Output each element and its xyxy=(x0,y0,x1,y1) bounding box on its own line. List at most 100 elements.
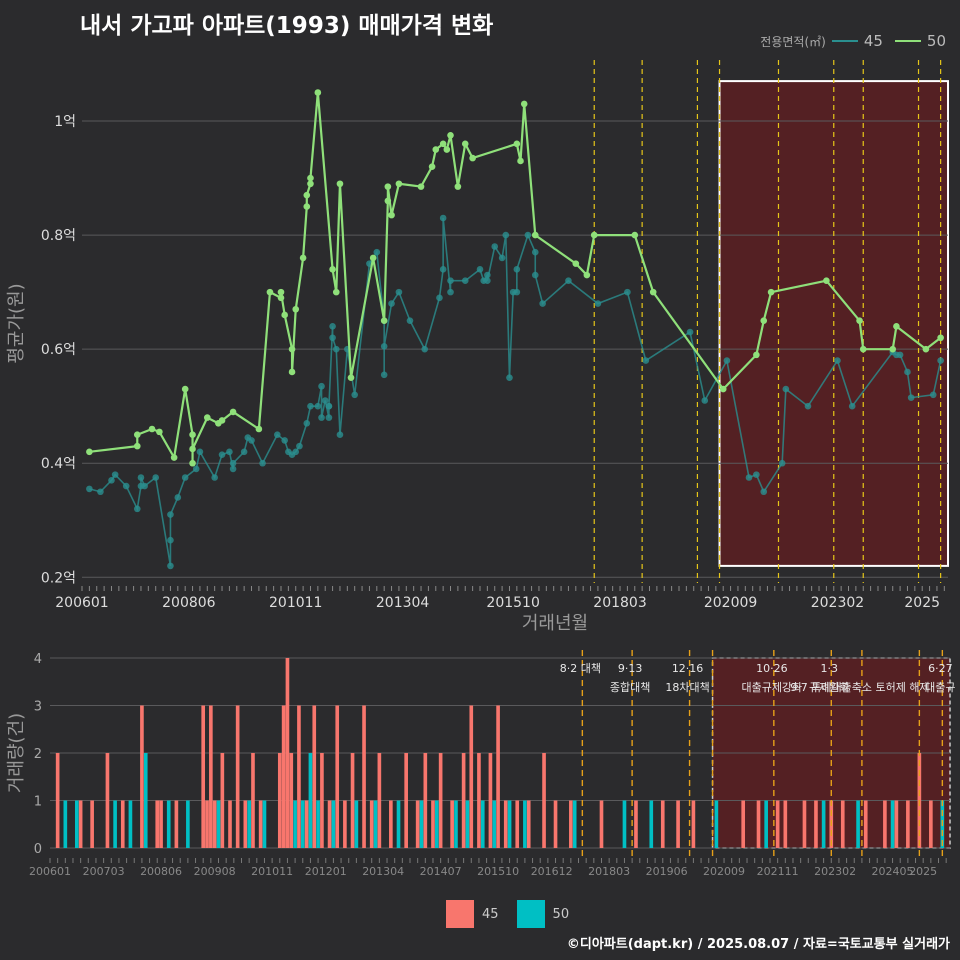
volume-bar-45 xyxy=(155,800,160,848)
volume-bar-50 xyxy=(373,800,378,848)
y-tick-label: 0.4억 xyxy=(41,456,76,472)
x-tick-label-bottom: 201803 xyxy=(588,865,630,878)
data-point-45 xyxy=(351,391,358,399)
footer-credit: ©디아파트(dapt.kr) / 2025.08.07 / 자료=국토교통부 실… xyxy=(566,937,950,952)
data-point-45 xyxy=(439,214,447,222)
volume-bar-45 xyxy=(906,800,910,848)
data-point-45 xyxy=(196,448,204,456)
data-point-50 xyxy=(189,445,196,453)
data-point-50 xyxy=(856,317,863,324)
bottom-legend-label-45: 45 xyxy=(482,906,499,922)
volume-bar-45 xyxy=(209,705,213,848)
data-point-45 xyxy=(513,288,521,296)
data-point-50 xyxy=(767,288,775,296)
x-tick-label-bottom: 201407 xyxy=(420,865,462,878)
data-point-45 xyxy=(211,474,218,481)
data-point-50 xyxy=(823,277,830,285)
data-point-50 xyxy=(417,183,425,190)
legend-swatch-45 xyxy=(831,40,858,42)
volume-bar-45 xyxy=(929,800,933,848)
data-point-45 xyxy=(896,351,904,359)
y-axis-title: 평균가(원) xyxy=(6,283,27,363)
x-axis-title: 거래년월 xyxy=(522,613,588,634)
data-point-50 xyxy=(384,197,392,205)
top-legend: 전용면적(㎡) 45 50 xyxy=(760,32,952,50)
bottom-legend-label-50: 50 xyxy=(552,906,570,922)
volume-bar-45 xyxy=(741,800,746,848)
volume-bar-50 xyxy=(143,753,148,848)
y-tick-label-bottom: 3 xyxy=(34,700,42,715)
legend-title: 전용면적(㎡) xyxy=(760,34,826,49)
volume-bar-45 xyxy=(553,800,558,848)
price-chart: 0.2억 0.4억 0.6억 0.8억 1억 200601 200806 201011 2013… xyxy=(6,60,949,634)
volume-bar-45 xyxy=(159,800,163,848)
policy-sublabel: 대출규제강화 xyxy=(741,681,802,694)
data-point-50 xyxy=(86,448,93,456)
y-tick-label-bottom: 2 xyxy=(34,747,42,762)
volume-bar-45 xyxy=(526,800,531,848)
policy-sublabel: 9·7 특례대출축소 토허제 해제 xyxy=(790,680,929,694)
volume-bar-45 xyxy=(756,800,761,848)
x-tick-label: 200806 xyxy=(162,595,216,611)
bottom-legend-swatch-45 xyxy=(446,900,474,928)
data-point-45 xyxy=(848,402,856,410)
volume-bar-45 xyxy=(569,800,573,848)
x-tick-label-bottom: 201510 xyxy=(477,865,519,878)
data-point-50 xyxy=(380,317,388,324)
volume-bar-45 xyxy=(369,800,374,848)
x-tick-label-bottom: 200601 xyxy=(29,865,71,878)
volume-bar-50 xyxy=(622,800,627,848)
volume-bar-45 xyxy=(243,800,248,848)
data-point-45 xyxy=(329,323,336,330)
volume-bar-50 xyxy=(247,800,251,848)
data-point-45 xyxy=(531,271,539,279)
volume-bar-45 xyxy=(599,800,604,848)
x-tick-label: 201803 xyxy=(593,595,646,611)
volume-bar-50 xyxy=(396,800,401,848)
volume-bar-50 xyxy=(572,800,577,848)
data-point-45 xyxy=(292,448,300,456)
data-point-45 xyxy=(167,562,174,570)
data-point-45 xyxy=(406,317,414,324)
x-tick-label-bottom: 201304 xyxy=(362,865,404,878)
volume-bar-45 xyxy=(438,753,443,848)
legend-label-45: 45 xyxy=(863,32,883,50)
data-point-50 xyxy=(266,288,274,296)
volume-bar-50 xyxy=(764,800,768,848)
data-point-45 xyxy=(565,277,572,285)
data-point-50 xyxy=(388,211,395,219)
data-point-50 xyxy=(281,311,288,319)
data-point-45 xyxy=(484,271,491,279)
data-point-50 xyxy=(461,140,469,148)
volume-bar-45 xyxy=(320,753,324,848)
data-point-45 xyxy=(834,357,841,364)
y-tick-label-bottom: 0 xyxy=(34,842,42,857)
data-point-45 xyxy=(395,288,403,296)
data-point-50 xyxy=(384,183,392,190)
data-point-45 xyxy=(745,474,753,481)
data-point-45 xyxy=(498,254,506,262)
volume-bar-50 xyxy=(128,800,133,848)
policy-sublabel: 18차대책 xyxy=(665,681,709,694)
volume-bar-50 xyxy=(293,800,297,848)
volume-bar-45 xyxy=(327,800,332,848)
data-point-45 xyxy=(782,385,790,393)
volume-bar-45 xyxy=(423,753,428,848)
data-point-45 xyxy=(181,474,189,481)
data-point-45 xyxy=(167,511,174,518)
data-point-50 xyxy=(218,417,226,424)
data-point-50 xyxy=(520,100,528,108)
volume-bar-45 xyxy=(404,753,408,848)
volume-bar-50 xyxy=(331,800,336,848)
volume-bar-45 xyxy=(802,800,807,848)
data-point-50 xyxy=(893,323,900,330)
data-point-50 xyxy=(760,317,768,324)
data-point-45 xyxy=(642,357,650,364)
volume-bar-50 xyxy=(480,800,485,848)
data-point-45 xyxy=(506,374,513,381)
volume-bar-50 xyxy=(113,800,117,848)
x-tick-label-bottom: 200703 xyxy=(83,865,125,878)
volume-bar-50 xyxy=(74,800,79,848)
policy-sublabel: 종합대책 xyxy=(610,681,650,694)
volume-bar-50 xyxy=(465,800,470,848)
